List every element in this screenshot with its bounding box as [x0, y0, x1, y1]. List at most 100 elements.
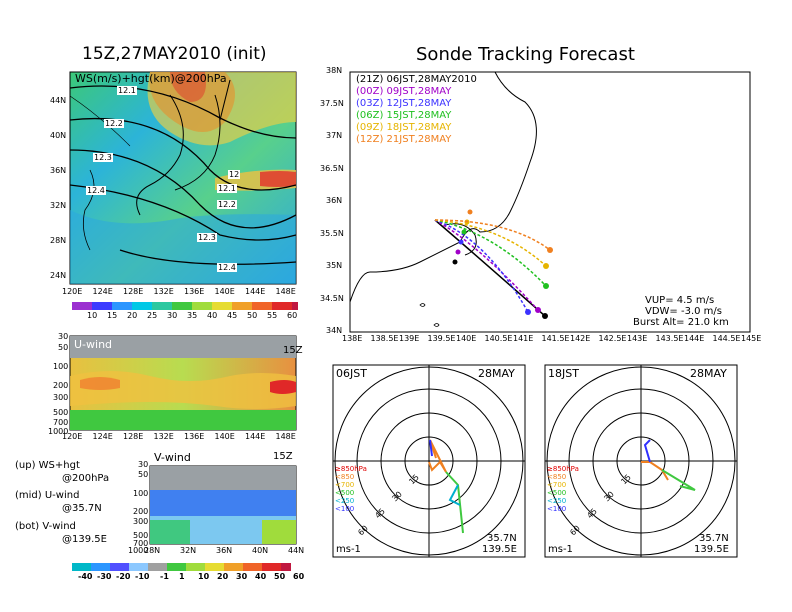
bottom-colorbar [72, 563, 291, 571]
v-panel-time: 15Z [273, 451, 293, 462]
track-lon-tick: 142.5E [598, 334, 627, 343]
u-pressure-tick: 50 [58, 343, 69, 352]
legend-mid-b: @35.7N [62, 503, 102, 514]
track-burst-point [458, 239, 464, 245]
ws-lat-tick: 44N [50, 96, 67, 105]
burst-text: Burst Alt= 21.0 km [633, 317, 729, 328]
legend-mid-a: (mid) U-wind [15, 490, 80, 501]
track-map [349, 71, 751, 333]
hodo-legend-right: ≥850hPa <850 <700 <500 <250 <100 [547, 465, 579, 513]
u-lon-tick: 148E [275, 432, 296, 441]
hodo-legend-entry: ≥850hPa [547, 465, 579, 473]
ws-lon-tick: 124E [92, 287, 113, 296]
v-lat-tick: 28N [144, 546, 161, 555]
hodo-left-unit: ms-1 [336, 544, 361, 555]
ws-colorbar-label: 15 [107, 311, 118, 320]
track-lat-tick: 35.5N [320, 228, 344, 238]
track-lon-tick: 140.5E [484, 334, 513, 343]
ws-colorbar-label: 25 [147, 311, 158, 320]
ws-colorbar-label: 50 [247, 311, 258, 320]
bottom-colorbar-label: 10 [198, 572, 210, 581]
track-lat-tick: 35N [326, 261, 343, 270]
track-landing-point [535, 307, 541, 313]
v-pressure-tick: 50 [138, 470, 149, 479]
ws-colorbar-label: 35 [187, 311, 198, 320]
ws-lat-tick: 24N [50, 271, 67, 280]
track-line [434, 219, 551, 251]
v-pressure-tick: 200 [133, 507, 149, 516]
u-pressure-tick: 200 [53, 381, 69, 390]
vup-text: VUP= 4.5 m/s [645, 295, 715, 306]
hodograph-left [332, 364, 526, 558]
ws-colorbar [72, 302, 298, 310]
left-title: 15Z,27MAY2010 (init) [82, 44, 267, 64]
ws-colorbar-label: 10 [87, 311, 98, 320]
bottom-colorbar-label: -20 [116, 572, 131, 581]
track-legend-entry: (00Z) 09JST,28MAY [356, 86, 452, 97]
bottom-colorbar-label: 60 [293, 572, 305, 581]
hodo-legend-entry: <100 [547, 505, 567, 513]
hodo-right-unit: ms-1 [548, 544, 573, 555]
u-lon-tick: 124E [92, 432, 113, 441]
hodo-legend-entry: <250 [335, 497, 355, 505]
hodo-left-lon: 139.5E [482, 544, 517, 555]
track-lon-tick: 143.5E [655, 334, 684, 343]
hodo-left-date: 28MAY [478, 367, 515, 380]
track-lon-tick: 138E [342, 334, 363, 343]
track-lon-tick: 144E [684, 334, 705, 343]
u-lon-tick: 128E [123, 432, 144, 441]
track-line [434, 219, 546, 317]
ws-colorbar-label: 40 [207, 311, 218, 320]
v-pressure-tick: 1000 [128, 546, 149, 555]
track-landing-point [525, 309, 531, 315]
u-pressure-tick: 300 [53, 393, 69, 402]
track-lon-tick: 139E [399, 334, 420, 343]
track-legend-entry: (09Z) 18JST,28MAY [356, 122, 452, 133]
v-pressure-tick: 100 [133, 489, 149, 498]
track-lat-tick: 34N [326, 326, 343, 335]
vdw-text: VDW= -3.0 m/s [645, 306, 722, 317]
track-lon-tick: 140E [456, 334, 477, 343]
ws-lon-tick: 136E [184, 287, 205, 296]
track-lon-tick: 145E [741, 334, 762, 343]
hodo-left-lat: 35.7N [487, 533, 517, 544]
u-lon-tick: 120E [62, 432, 83, 441]
hodo-legend-entry: <100 [335, 505, 355, 513]
hodo-legend-entry: <700 [547, 481, 567, 489]
track-lon-tick: 142E [570, 334, 591, 343]
ws-lon-tick: 140E [214, 287, 235, 296]
v-pressure-tick: 700 [133, 539, 149, 548]
u-lon-tick: 140E [214, 432, 235, 441]
ws-colorbar-label: 20 [127, 311, 138, 320]
bottom-colorbar-label: 30 [236, 572, 248, 581]
v-pressure-tick: 300 [133, 517, 149, 526]
v-lat-tick: 44N [288, 546, 305, 555]
u-lon-tick: 136E [184, 432, 205, 441]
bottom-colorbar-label: 20 [217, 572, 229, 581]
ws-colorbar-label: 30 [167, 311, 178, 320]
u-pressure-tick: 1000 [48, 427, 69, 436]
track-landing-point [543, 263, 549, 269]
v-wind-section [149, 465, 297, 545]
u-pressure-tick: 30 [58, 332, 69, 341]
track-lon-tick: 141.5E [541, 334, 570, 343]
hodo-right-lat: 35.7N [699, 533, 729, 544]
u-wind-section [69, 335, 297, 431]
track-lon-tick: 141E [513, 334, 534, 343]
track-burst-point [461, 229, 467, 235]
u-pressure-tick: 100 [53, 362, 69, 371]
u-lon-tick: 144E [245, 432, 266, 441]
u-panel-time: 15Z [283, 345, 303, 356]
v-panel-label: V-wind [154, 451, 191, 464]
track-lat-tick: 36N [326, 196, 343, 205]
ws-contour-label: 12 [228, 170, 241, 179]
track-legend-entry: (06Z) 15JST,28MAY [356, 110, 452, 121]
hodo-legend-entry: <850 [335, 473, 355, 481]
track-lon-tick: 144.5E [712, 334, 741, 343]
hodo-legend-entry: <500 [547, 489, 567, 497]
ws-contour-label: 12.1 [117, 86, 137, 95]
track-lon-tick: 138.5E [370, 334, 399, 343]
track-burst-point [467, 209, 473, 215]
ws-contour-label: 12.4 [217, 263, 237, 272]
legend-up-a: (up) WS+hgt [15, 460, 80, 471]
